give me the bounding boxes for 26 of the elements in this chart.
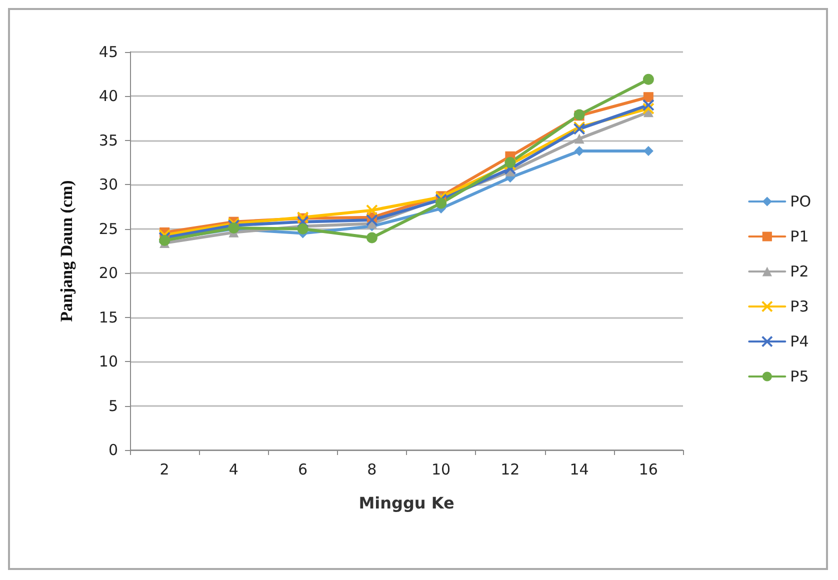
y-tick-label: 30 [98, 176, 118, 194]
legend-label: P1 [790, 228, 809, 246]
y-tick-label: 40 [98, 87, 118, 106]
x-tick-label: 2 [160, 460, 170, 478]
x-tick-label: 16 [638, 460, 658, 478]
y-tick-label: 25 [98, 220, 118, 238]
legend-label: P2 [790, 262, 809, 280]
y-tick-label: 20 [98, 264, 118, 282]
legend-label: P5 [790, 368, 809, 386]
y-tick-label: 0 [108, 441, 118, 459]
x-tick-label: 4 [228, 460, 238, 478]
x-tick-label: 8 [367, 460, 377, 478]
y-tick-label: 45 [98, 43, 118, 61]
x-tick-label: 6 [298, 460, 308, 478]
x-tick-label: 10 [432, 460, 451, 478]
y-axis-title: Panjang Daun (cm) [57, 180, 76, 322]
legend-label: PO [790, 192, 812, 210]
x-tick-label: 12 [500, 460, 520, 478]
legend-label: P3 [790, 298, 809, 316]
y-tick-label: 5 [108, 396, 118, 415]
y-tick-label: 15 [98, 308, 118, 326]
x-tick-label: 14 [570, 460, 589, 478]
legend-label: P4 [790, 332, 809, 350]
y-tick-label: 10 [98, 352, 118, 371]
y-tick-label: 35 [98, 131, 118, 150]
x-axis-title: Minggu Ke [358, 494, 454, 512]
